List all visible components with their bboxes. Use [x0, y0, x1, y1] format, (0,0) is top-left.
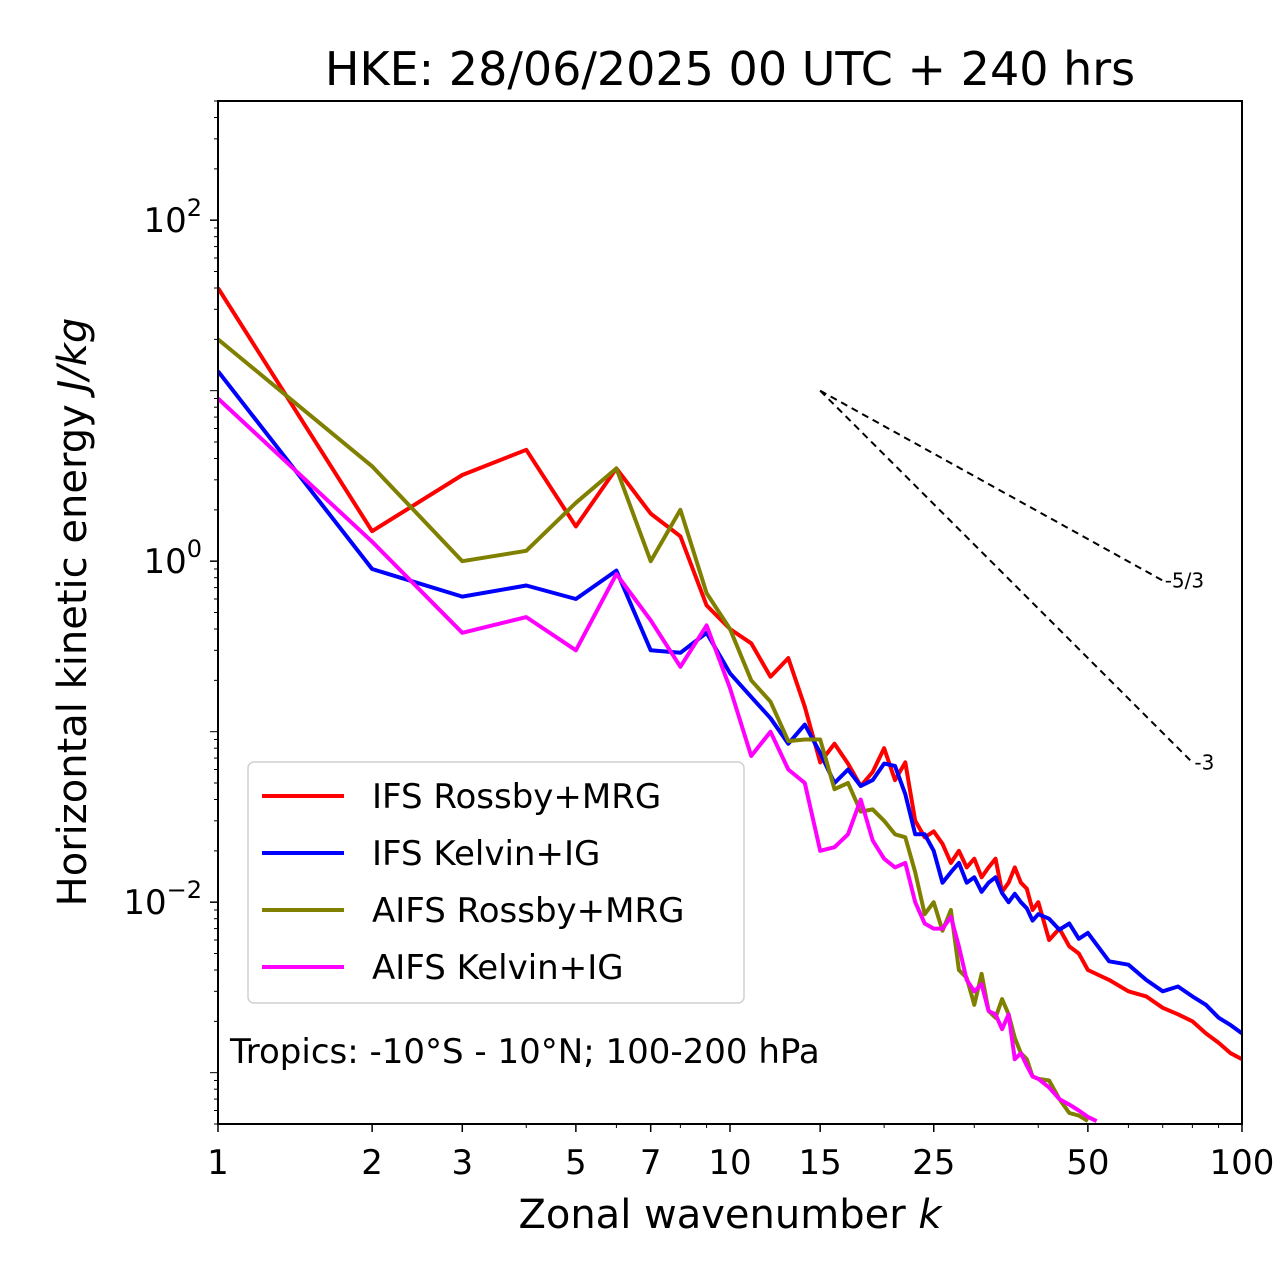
series-layer [218, 286, 1242, 1123]
series-line-aifs-rossby-mrg [218, 337, 1089, 1123]
y-tick-label: 100 [143, 535, 202, 582]
x-tick-label: 5 [565, 1143, 587, 1183]
x-tick-label: 7 [640, 1143, 662, 1183]
reference-slopes: -5/3 -3 [819, 389, 1214, 774]
x-tick-label: 15 [799, 1143, 842, 1183]
x-axis-ticks: 1 2 3 5 7 10 15 25 50 100 [207, 1124, 1274, 1183]
y-axis-ticks: 102 100 10−2 [123, 100, 218, 1125]
y-tick-label: 102 [143, 194, 202, 241]
legend: IFS Rossby+MRG IFS Kelvin+IG AIFS Rossby+M… [247, 761, 745, 1004]
series-line-aifs-kelvin-ig [218, 397, 1098, 1123]
legend-label: IFS Rossby+MRG [372, 777, 661, 817]
x-tick-label: 50 [1066, 1143, 1109, 1183]
x-tick-label: 25 [912, 1143, 955, 1183]
x-axis-label-text: Zonal wavenumber [518, 1192, 918, 1238]
x-tick-label: 100 [1210, 1143, 1275, 1183]
y-axis-label-units: J/kg [50, 318, 96, 399]
x-tick-label: 10 [708, 1143, 751, 1183]
y-axis-label: Horizontal kinetic energy J/kg [50, 318, 96, 907]
y-tick-label: 10−2 [123, 876, 202, 923]
chart-title: HKE: 28/06/2025 00 UTC + 240 hrs [325, 42, 1135, 96]
y-axis-label-text: Horizontal kinetic energy [50, 392, 96, 907]
x-tick-label: 3 [451, 1143, 473, 1183]
reference-slope-line [819, 389, 1164, 582]
legend-label: IFS Kelvin+IG [372, 834, 600, 874]
x-tick-label: 1 [207, 1143, 229, 1183]
region-annotation: Tropics: -10°S - 10°N; 100-200 hPa [229, 1032, 820, 1072]
legend-box [247, 761, 745, 1004]
x-tick-label: 2 [361, 1143, 383, 1183]
reference-slope-label: -5/3 [1165, 569, 1204, 593]
x-axis-label-variable: k [918, 1192, 943, 1238]
legend-label: AIFS Kelvin+IG [372, 948, 624, 988]
x-axis-label: Zonal wavenumber k [518, 1192, 943, 1238]
legend-label: AIFS Rossby+MRG [372, 891, 684, 931]
series-line-ifs-kelvin-ig [218, 369, 1242, 1036]
reference-slope-line [819, 389, 1194, 764]
reference-slope-label: -3 [1194, 750, 1214, 774]
plot-frame [217, 100, 1243, 1125]
